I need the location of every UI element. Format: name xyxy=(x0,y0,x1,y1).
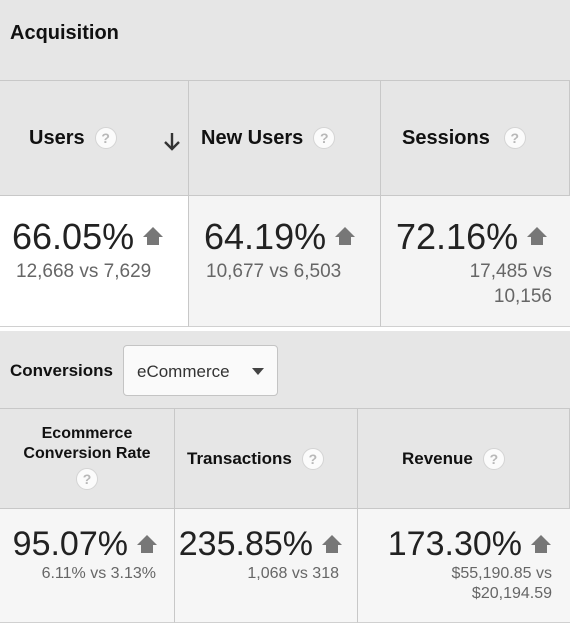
section-header-acquisition: Acquisition xyxy=(0,0,570,81)
metric-value: 72.16% xyxy=(396,216,548,258)
metric-compare: 10,677 vs 6,503 xyxy=(206,261,342,282)
column-header-ecommerce-conversion-rate[interactable]: Ecommerce Conversion Rate ? xyxy=(0,409,175,509)
dropdown-selected-value: eCommerce xyxy=(137,362,230,381)
conversions-label: Conversions xyxy=(10,361,113,380)
metric-value: 66.05% xyxy=(12,216,164,258)
help-icon[interactable]: ? xyxy=(94,127,117,149)
metric-value-text: 66.05% xyxy=(12,216,135,257)
metric-cell-transactions: 235.85% 1,068 vs 318 xyxy=(175,509,358,623)
column-label-revenue: Revenue xyxy=(402,448,473,468)
acquisition-metrics-grid: Users ? New Users ? Sessions ? 66.05% 12… xyxy=(0,81,570,327)
metric-compare: $55,190.85 vs $20,194.59 xyxy=(451,564,552,604)
metric-value-text: 95.07% xyxy=(12,525,128,563)
metric-cell-sessions: 72.16% 17,485 vs 10,156 xyxy=(381,196,570,327)
column-label-line: Conversion Rate xyxy=(23,445,151,462)
column-header-transactions[interactable]: Transactions ? xyxy=(175,409,358,509)
column-header-revenue[interactable]: Revenue ? xyxy=(358,409,570,509)
arrow-down-icon[interactable] xyxy=(162,132,182,152)
help-icon[interactable]: ? xyxy=(76,468,98,490)
column-label-transactions: Transactions xyxy=(187,448,292,468)
metric-value-text: 173.30% xyxy=(387,525,522,563)
column-header-new-users[interactable]: New Users ? xyxy=(189,81,381,196)
trend-up-icon xyxy=(142,227,164,247)
metric-compare-line: $20,194.59 xyxy=(471,585,552,602)
metric-value-text: 64.19% xyxy=(204,216,327,257)
metric-compare: 17,485 vs 10,156 xyxy=(470,259,552,309)
metric-value-text: 235.85% xyxy=(178,525,313,563)
metric-compare: 1,068 vs 318 xyxy=(247,565,339,582)
metric-value: 64.19% xyxy=(204,216,356,258)
metric-cell-new-users: 64.19% 10,677 vs 6,503 xyxy=(189,196,381,327)
metric-value-text: 72.16% xyxy=(396,216,519,257)
help-icon[interactable]: ? xyxy=(313,127,336,149)
metric-cell-users: 66.05% 12,668 vs 7,629 xyxy=(0,196,189,327)
conversion-type-dropdown[interactable]: eCommerce xyxy=(123,345,278,396)
trend-up-icon xyxy=(136,534,158,555)
column-label-users: Users xyxy=(29,126,85,149)
metric-compare: 6.11% vs 3.13% xyxy=(41,565,156,582)
trend-up-icon xyxy=(526,227,548,247)
metric-value: 235.85% xyxy=(179,525,343,564)
metric-compare-line: 10,156 xyxy=(493,286,552,307)
help-icon[interactable]: ? xyxy=(482,447,505,470)
column-label-sessions: Sessions xyxy=(402,126,490,149)
column-label-ecommerce-conversion-rate: Ecommerce Conversion Rate xyxy=(23,424,150,464)
conversions-bar: Conversions eCommerce xyxy=(0,327,570,409)
metric-compare-line: 17,485 vs xyxy=(469,261,552,282)
column-header-sessions[interactable]: Sessions ? xyxy=(381,81,570,196)
column-header-users[interactable]: Users ? xyxy=(0,81,189,196)
column-label-line: Ecommerce xyxy=(41,425,133,442)
caret-down-icon xyxy=(252,368,264,375)
section-title: Acquisition xyxy=(10,22,119,44)
trend-up-icon xyxy=(321,534,343,555)
metric-cell-revenue: 173.30% $55,190.85 vs $20,194.59 xyxy=(358,509,570,623)
trend-up-icon xyxy=(334,227,356,247)
help-icon[interactable]: ? xyxy=(503,127,526,149)
trend-up-icon xyxy=(530,534,552,555)
help-icon[interactable]: ? xyxy=(301,447,324,470)
metric-cell-ecommerce-conversion-rate: 95.07% 6.11% vs 3.13% xyxy=(0,509,175,623)
metric-compare: 12,668 vs 7,629 xyxy=(16,261,152,282)
metric-compare-line: $55,190.85 vs xyxy=(451,565,552,582)
metric-value: 95.07% xyxy=(13,525,158,564)
column-label-new-users: New Users xyxy=(201,126,304,149)
metric-value: 173.30% xyxy=(388,525,552,564)
conversion-metrics-grid: Ecommerce Conversion Rate ? Transactions… xyxy=(0,409,570,623)
